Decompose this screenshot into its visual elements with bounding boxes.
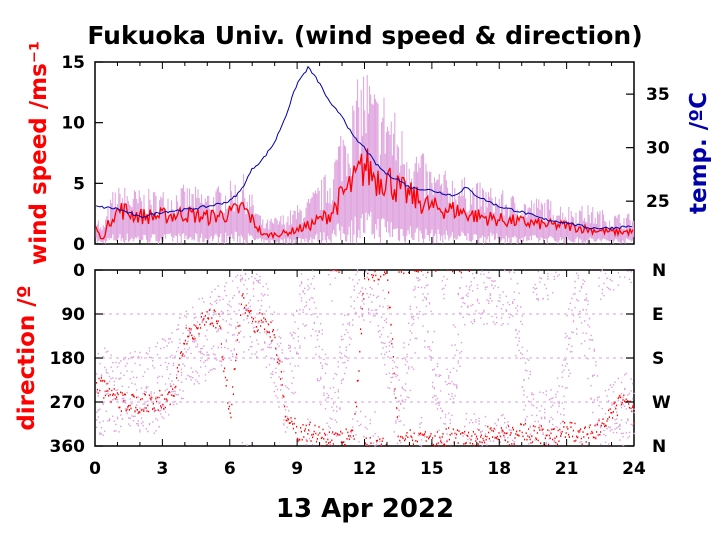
direction-tick-label: 360 (50, 437, 86, 457)
temperature-line (95, 65, 633, 230)
direction-panel: 0 N 90 E 180 S 270 W 360 N direction /º (14, 261, 671, 457)
direction-axis-ticks: 0 N 90 E 180 S 270 W 360 N (50, 261, 672, 457)
time-tick-label: 21 (555, 459, 579, 479)
instantaneous-direction-dots (96, 269, 635, 447)
direction-grid (95, 313, 634, 403)
direction-tick-label: 0 (73, 261, 85, 281)
wind-speed-tick-label: 5 (73, 174, 85, 194)
compass-tick-label: S (652, 349, 664, 369)
wind-speed-axis-ticks: 0 5 10 15 25 30 35 (61, 53, 670, 255)
compass-tick-label: E (652, 305, 664, 325)
date-axis-label: 13 Apr 2022 (276, 494, 454, 524)
mean-wind-series (95, 148, 634, 240)
time-axis-ticks: 0 3 6 9 12 15 18 21 24 (89, 459, 646, 479)
wind-speed-tick-label: 0 (73, 235, 85, 255)
direction-axis-label: direction /º (14, 285, 40, 430)
direction-tick-label: 90 (61, 305, 85, 325)
mean-direction-dots (96, 269, 635, 447)
direction-tick-label: 270 (50, 393, 86, 413)
compass-tick-label: N (652, 261, 666, 281)
gust-trace (95, 75, 635, 244)
mean-direction-series (96, 269, 635, 447)
wind-speed-axis-label: wind speed /ms⁻¹ (26, 41, 52, 265)
temperature-axis-label: temp. /ºC (686, 92, 712, 214)
time-tick-label: 18 (487, 459, 511, 479)
time-tick-label: 12 (353, 459, 377, 479)
compass-tick-label: N (652, 437, 666, 457)
chart-title: Fukuoka Univ. (wind speed & direction) (87, 21, 642, 50)
direction-tick-label: 180 (50, 349, 86, 369)
time-tick-label: 6 (224, 459, 236, 479)
temperature-tick-label: 30 (646, 139, 670, 159)
compass-tick-label: W (652, 393, 671, 413)
time-tick-label: 15 (420, 459, 444, 479)
time-tick-label: 3 (156, 459, 168, 479)
instantaneous-direction-series (96, 269, 635, 447)
temperature-tick-label: 35 (646, 85, 670, 105)
time-tick-label: 0 (89, 459, 101, 479)
wind-speed-panel: 0 5 10 15 25 30 35 wind speed /ms⁻¹ temp. /ºC (26, 41, 712, 265)
time-tick-label: 9 (291, 459, 303, 479)
temperature-tick-label: 25 (646, 192, 670, 212)
time-tick-label: 24 (622, 459, 646, 479)
temperature-series (95, 65, 633, 230)
wind-speed-tick-label: 10 (61, 114, 85, 134)
mean-wind-line (95, 148, 634, 240)
gust-series (95, 75, 635, 244)
wind-speed-tick-label: 15 (61, 53, 85, 73)
